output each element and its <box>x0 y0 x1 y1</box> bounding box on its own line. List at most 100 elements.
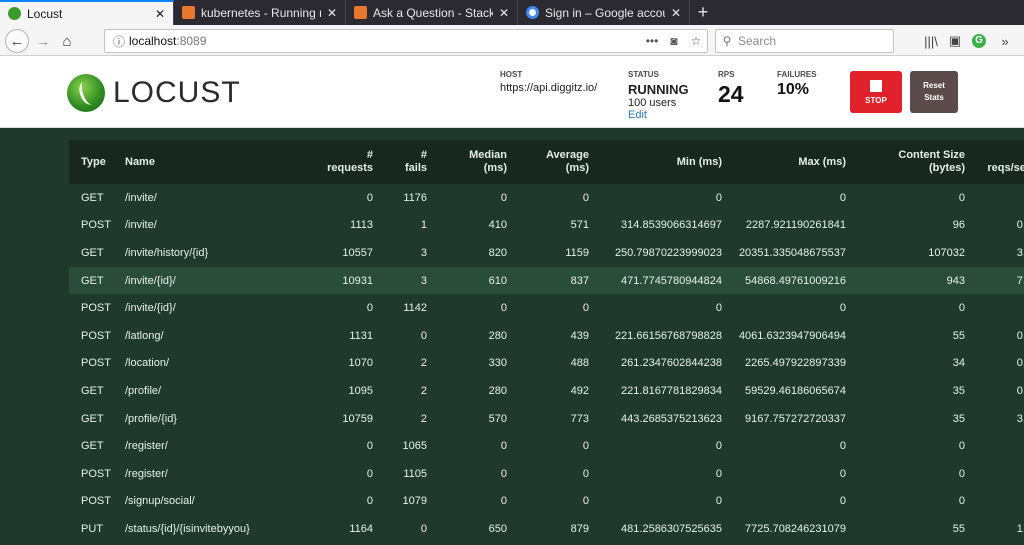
pocket-icon[interactable]: ◙ <box>670 34 678 48</box>
navigation-toolbar: ← → ⌂ ⓘ localhost:8089 ••• ◙ ☆ ⚲ Search … <box>0 25 1024 56</box>
col-reqs-per-sec[interactable]: #reqs/sec <box>987 162 1024 174</box>
col-fails[interactable]: # fails <box>404 149 427 174</box>
stats-table-container: Type Name # requests # fails Median (ms) Av… <box>69 140 1024 543</box>
row-content-size: 55 <box>952 522 965 535</box>
row-name: /invite/history/{id} <box>125 246 209 259</box>
row-type: POST <box>81 495 111 508</box>
locust-logo: LOCUST <box>67 74 241 112</box>
close-icon[interactable]: ✕ <box>154 6 166 21</box>
row-content-size: 55 <box>952 329 965 342</box>
row-fails: 1079 <box>402 495 427 508</box>
tab-kubernetes[interactable]: kubernetes - Running mu ✕ <box>174 0 346 25</box>
close-icon[interactable]: ✕ <box>498 5 510 20</box>
row-median: 650 <box>488 522 507 535</box>
table-row: GET/invite/{id}/ 10931 3 610 837 471.77457809… <box>69 266 1024 295</box>
col-average[interactable]: Average (ms) <box>545 149 589 174</box>
extension-icon[interactable]: G <box>970 33 988 49</box>
forward-arrow-icon[interactable]: → <box>35 32 51 50</box>
row-name: /location/ <box>125 357 170 370</box>
row-fails: 2 <box>420 357 427 370</box>
search-icon: ⚲ <box>722 34 732 48</box>
reset-stats-button[interactable]: Reset Stats <box>910 71 958 113</box>
table-row: POST/latlong/1131 0 280 439 221.661567687988… <box>69 321 1024 350</box>
table-row: GET/invite/01176000000 <box>69 184 1024 212</box>
row-name: /invite/{id}/ <box>125 302 176 315</box>
rps-label: RPS <box>718 70 735 79</box>
row-median: 0 <box>500 495 507 508</box>
row-requests: 0 <box>366 495 373 508</box>
stop-label: STOP <box>865 95 887 105</box>
row-min: 0 <box>715 495 722 508</box>
row-min: 250.79870223999023 <box>614 246 722 259</box>
row-fails: 1105 <box>403 467 427 480</box>
table-row: GET/profile/1095 2 280 492 221.8167781829834… <box>69 377 1024 405</box>
row-average: 0 <box>582 302 589 315</box>
close-icon[interactable]: ✕ <box>326 5 338 20</box>
logo-text: LOCUST <box>113 76 241 109</box>
edit-link[interactable]: Edit <box>628 109 647 121</box>
row-content-size: 35 <box>952 412 965 425</box>
rps-stat: RPS 24 <box>718 70 744 108</box>
col-content-size[interactable]: Content Size (bytes) <box>898 149 965 174</box>
info-icon[interactable]: ⓘ <box>112 34 125 49</box>
stackoverflow-favicon-icon <box>354 6 367 19</box>
row-type: POST <box>81 219 111 232</box>
tab-locust[interactable]: Locust ✕ <box>0 0 174 25</box>
url-port: :8089 <box>176 34 207 48</box>
url-host: localhost <box>129 34 177 48</box>
row-requests: 10557 <box>342 246 373 259</box>
sidebar-icon[interactable]: ▣ <box>948 33 962 48</box>
row-type: GET <box>81 440 104 453</box>
rps-value: 24 <box>718 81 744 107</box>
col-name[interactable]: Name <box>125 155 155 168</box>
row-average: 1159 <box>565 246 589 259</box>
table-row: GET/invite/history/{id} 10557 3 820 1159 250.… <box>69 239 1024 267</box>
row-requests: 10931 <box>342 274 373 287</box>
row-average: 0 <box>582 467 589 480</box>
home-icon[interactable]: ⌂ <box>62 32 72 50</box>
row-fails: 3 <box>420 274 427 287</box>
bookmark-star-icon[interactable]: ☆ <box>690 34 702 48</box>
row-fails: 0 <box>420 522 427 535</box>
close-icon[interactable]: ✕ <box>670 5 682 20</box>
tab-title: Ask a Question - Stack O <box>373 5 493 20</box>
table-row: POST/invite/1113 1 410 571 314.8539066314697… <box>69 211 1024 240</box>
row-type: POST <box>81 467 111 480</box>
search-field[interactable]: ⚲ Search <box>715 29 894 53</box>
row-median: 410 <box>488 219 507 232</box>
search-placeholder: Search <box>738 34 777 48</box>
stop-button[interactable]: STOP <box>850 71 902 113</box>
new-tab-button[interactable]: + <box>697 2 709 22</box>
tab-google-signin[interactable]: Sign in – Google accounts ✕ <box>518 0 690 25</box>
host-label: HOST <box>500 70 523 79</box>
row-name: /register/ <box>125 440 168 453</box>
row-type: GET <box>81 246 104 259</box>
row-min: 221.66156768798828 <box>614 329 722 342</box>
status-label: STATUS <box>628 70 659 79</box>
col-max[interactable]: Max (ms) <box>798 155 846 168</box>
row-max: 59529.46186065674 <box>745 384 846 397</box>
overflow-icon[interactable]: » <box>1001 33 1009 49</box>
library-icon[interactable]: |||\ <box>924 33 938 49</box>
row-reqs-per-sec: 0.3 <box>1016 219 1024 232</box>
row-reqs-per-sec: 3.5 <box>1016 412 1024 425</box>
row-min: 0 <box>715 467 722 480</box>
row-type: POST <box>81 329 111 342</box>
row-requests: 10759 <box>342 412 373 425</box>
url-bar[interactable]: ⓘ localhost:8089 ••• ◙ ☆ <box>104 29 708 53</box>
col-requests[interactable]: # requests <box>327 149 373 174</box>
back-arrow-icon[interactable]: ← <box>5 29 29 53</box>
col-median[interactable]: Median (ms) <box>469 149 507 174</box>
failures-value: 10% <box>777 81 810 98</box>
tab-title: kubernetes - Running mu <box>201 5 321 20</box>
row-average: 488 <box>570 357 589 370</box>
col-min[interactable]: Min (ms) <box>676 155 722 168</box>
tab-stackoverflow[interactable]: Ask a Question - Stack O ✕ <box>346 0 518 25</box>
row-min: 0 <box>715 191 722 204</box>
col-type[interactable]: Type <box>81 155 106 168</box>
row-average: 0 <box>582 440 589 453</box>
row-type: GET <box>81 191 104 204</box>
row-reqs-per-sec: 0 <box>971 460 1024 488</box>
page-actions-icon[interactable]: ••• <box>645 34 659 48</box>
row-reqs-per-sec: 0 <box>971 488 1024 516</box>
